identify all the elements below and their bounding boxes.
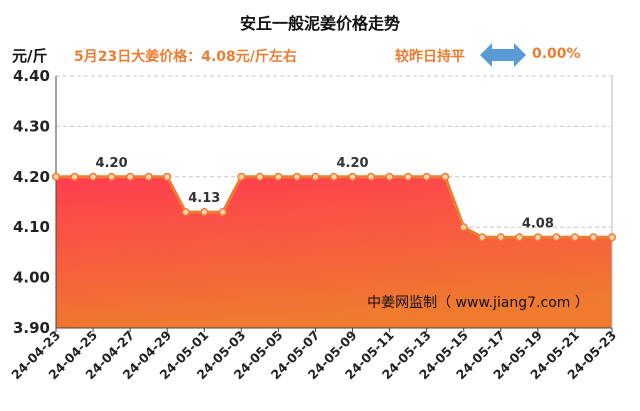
data-point [200, 208, 209, 217]
data-point [496, 233, 505, 242]
data-point [422, 172, 431, 181]
x-tick-labels: 24-04-2324-04-2524-04-2724-04-2924-05-01… [8, 328, 619, 383]
price-note: 5月23日大姜价格：4.08元/斤左右 [74, 49, 297, 65]
data-point [478, 233, 487, 242]
data-point [292, 172, 301, 181]
data-point [144, 172, 153, 181]
data-point [515, 233, 524, 242]
data-point [107, 172, 116, 181]
y-tick-label: 4.20 [13, 168, 50, 186]
compare-value: 0.00% [532, 46, 581, 62]
data-point [607, 233, 617, 242]
unit-label: 元/斤 [12, 47, 48, 65]
y-tick-label: 3.90 [13, 319, 50, 337]
data-point [459, 223, 468, 232]
data-point [163, 172, 172, 181]
data-point [311, 172, 320, 181]
axes [55, 76, 613, 329]
data-point [570, 233, 579, 242]
data-point [533, 233, 542, 242]
data-label: 4.13 [188, 191, 220, 206]
data-points [51, 172, 617, 242]
data-point [441, 172, 450, 181]
data-point [89, 172, 98, 181]
data-label: 4.20 [336, 156, 368, 171]
data-point [367, 172, 376, 181]
y-tick-label: 4.40 [13, 67, 50, 85]
data-point [255, 172, 264, 181]
left-right-arrow-icon [480, 43, 526, 67]
data-label: 4.08 [522, 216, 554, 231]
chart-title: 安丘一般泥姜价格走势 [239, 14, 400, 33]
data-point [51, 172, 61, 181]
area-fill [56, 176, 612, 328]
y-tick-label: 4.10 [13, 218, 50, 236]
data-point [126, 172, 135, 181]
data-point [181, 208, 190, 217]
data-label: 4.20 [96, 156, 128, 171]
data-point [348, 172, 357, 181]
data-point [237, 172, 246, 181]
data-point [404, 172, 413, 181]
y-tick-label: 4.00 [13, 269, 50, 287]
data-point [589, 233, 598, 242]
area-shape [56, 176, 612, 328]
watermark: 中姜网监制（ www.jiang7.com ） [367, 295, 589, 311]
compare-label: 较昨日持平 [395, 49, 465, 65]
data-labels: 4.20 4.13 4.20 4.08 [96, 156, 554, 231]
data-point [274, 172, 283, 181]
y-tick-label: 4.30 [13, 117, 50, 135]
data-point [329, 172, 339, 181]
data-point [385, 172, 394, 181]
data-point [70, 172, 79, 181]
data-point [218, 208, 227, 217]
y-tick-labels: 4.40 4.30 4.20 4.10 4.00 3.90 [13, 67, 50, 337]
data-point [552, 233, 561, 242]
